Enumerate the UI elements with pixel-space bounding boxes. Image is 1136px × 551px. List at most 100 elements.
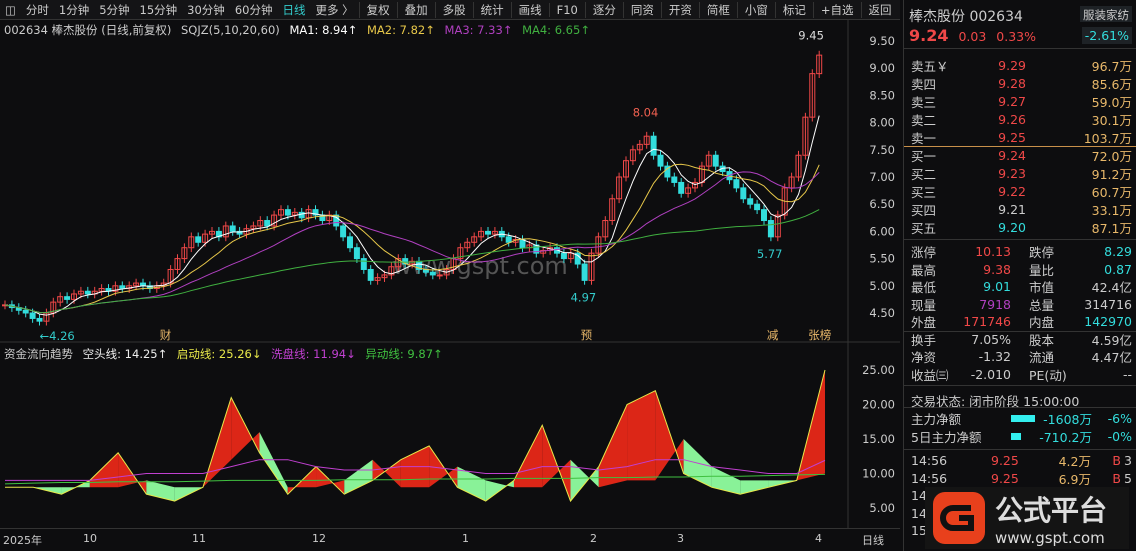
toolbar-button[interactable]: 统计: [472, 1, 511, 18]
candle-body: [740, 187, 747, 200]
toolbar-button[interactable]: 开资: [660, 1, 699, 18]
stat-label: 涨停: [911, 245, 937, 261]
candle-body: [774, 214, 781, 238]
flow-bar: [1011, 432, 1021, 440]
price-tick: 5.50: [869, 252, 895, 266]
period-tab[interactable]: 更多 〉: [315, 2, 354, 17]
candle-body: [595, 236, 602, 254]
period-tab[interactable]: 分时: [25, 2, 49, 17]
candle-body: [278, 209, 284, 216]
stat-value: 7.05%: [971, 332, 1011, 348]
indicator-title[interactable]: 资金流向趋势: [4, 347, 73, 361]
indicator-tick: 25.00: [862, 363, 895, 377]
flow-band: [598, 404, 628, 488]
sector-name[interactable]: 服装家纺: [1080, 6, 1132, 22]
candle-body: [747, 198, 754, 205]
toolbar-button[interactable]: 返回: [860, 1, 899, 18]
period-tab[interactable]: 15分钟: [139, 2, 178, 17]
toolbar-button[interactable]: 叠加: [396, 1, 435, 18]
order-label: 买二: [911, 166, 937, 182]
period-label[interactable]: 日线: [862, 534, 884, 547]
period-tab[interactable]: 60分钟: [234, 2, 273, 17]
flow-row: 主力净额 -1608万 -6%: [904, 410, 1136, 428]
candle-body: [333, 214, 340, 227]
yidong-line: [4, 473, 826, 485]
candle-body: [692, 181, 698, 189]
stat-value: 314716: [1084, 296, 1132, 312]
indicator-name[interactable]: SQJZ(5,10,20,60): [181, 23, 280, 37]
ma4-line: [4, 209, 820, 314]
qidong-line: [5, 369, 826, 503]
candle-body: [671, 176, 678, 183]
price-tick: 9.50: [869, 34, 895, 48]
order-label: 买一: [911, 149, 937, 164]
order-label: 买四: [911, 202, 937, 218]
toolbar-button[interactable]: 逐分: [584, 1, 623, 18]
candle-body: [491, 230, 498, 235]
stat-label: 股本: [1029, 333, 1055, 349]
chart-canvas[interactable]: 9.50 9.00 8.50 8.00 7.50 7.00 6.50 6.00 5.50 5.00…: [0, 0, 900, 528]
flow-bar: [1011, 415, 1035, 423]
candle-body: [57, 296, 64, 303]
stat-label: 最高: [911, 262, 937, 278]
toolbar-button[interactable]: 复权: [358, 1, 397, 18]
price-label: 9.45: [798, 29, 824, 43]
candle-body: [64, 296, 71, 300]
toolbar-button[interactable]: 多股: [434, 1, 473, 18]
stat-label: 外盘: [911, 315, 937, 331]
toolbar-button[interactable]: 同资: [622, 1, 661, 18]
event-marker: 预: [581, 328, 593, 342]
toolbar-button[interactable]: +自选: [812, 1, 861, 18]
toolbar-button[interactable]: 简框: [698, 1, 737, 18]
event-marker: 减: [767, 328, 779, 342]
candle-body: [181, 247, 188, 260]
indicator-tick: 15.00: [862, 432, 895, 446]
tick-price: 9.25: [991, 470, 1019, 486]
toolbar-button[interactable]: F10: [548, 2, 585, 17]
stat-value: 10.13: [975, 244, 1011, 260]
order-volume: 60.7万: [1091, 184, 1132, 200]
candle-body: [436, 274, 443, 277]
candle-body: [650, 135, 657, 156]
time-tick: 12: [312, 532, 326, 545]
logo-text: 公式平台: [995, 494, 1108, 527]
candle-body: [733, 179, 740, 189]
candle-body: [133, 282, 140, 287]
toolbar-button[interactable]: 小窗: [736, 1, 775, 18]
order-volume: 85.6万: [1091, 76, 1132, 92]
toolbar-button[interactable]: 标记: [774, 1, 813, 18]
candle-body: [809, 73, 816, 118]
period-tab[interactable]: 30分钟: [187, 2, 225, 17]
event-marker: 财: [160, 328, 172, 342]
stat-value: 7918: [979, 296, 1011, 312]
candle-body: [326, 214, 333, 222]
toolbar-button[interactable]: 画线: [510, 1, 549, 18]
price-tick: 8.00: [869, 116, 895, 130]
candle-body: [602, 220, 609, 238]
flow-band: [655, 390, 684, 481]
candle-body: [250, 225, 257, 230]
candle-body: [478, 230, 485, 238]
candle-body: [222, 225, 229, 238]
flow-band: [740, 480, 769, 495]
panel-toggle-icon[interactable]: ◫: [5, 2, 16, 17]
stat-value: 0.87: [1104, 261, 1132, 277]
stat-row: 最高 9.38 量比 0.87: [904, 261, 1136, 279]
flow-band: [570, 459, 599, 502]
indicator-tick: 10.00: [862, 467, 895, 481]
period-tab[interactable]: 日线: [282, 2, 306, 17]
stat-row: 最低 9.01 市值 42.4亿: [904, 278, 1136, 296]
period-tab[interactable]: 5分钟: [99, 2, 130, 17]
period-tab[interactable]: 1分钟: [58, 2, 90, 17]
stat-label: PE(动): [1029, 367, 1067, 383]
event-marker: 张榜: [808, 328, 831, 342]
ma4-value: MA4: 6.65↑: [522, 23, 590, 37]
price-label: ←4.26: [40, 329, 75, 343]
candle-body: [229, 225, 236, 232]
stat-value: 171746: [963, 314, 1011, 330]
order-label: 买三: [911, 184, 937, 200]
stat-value: 9.01: [983, 279, 1011, 295]
price-tick: 8.50: [869, 88, 895, 102]
order-price: 9.27: [998, 93, 1026, 109]
order-price: 9.21: [998, 201, 1026, 217]
